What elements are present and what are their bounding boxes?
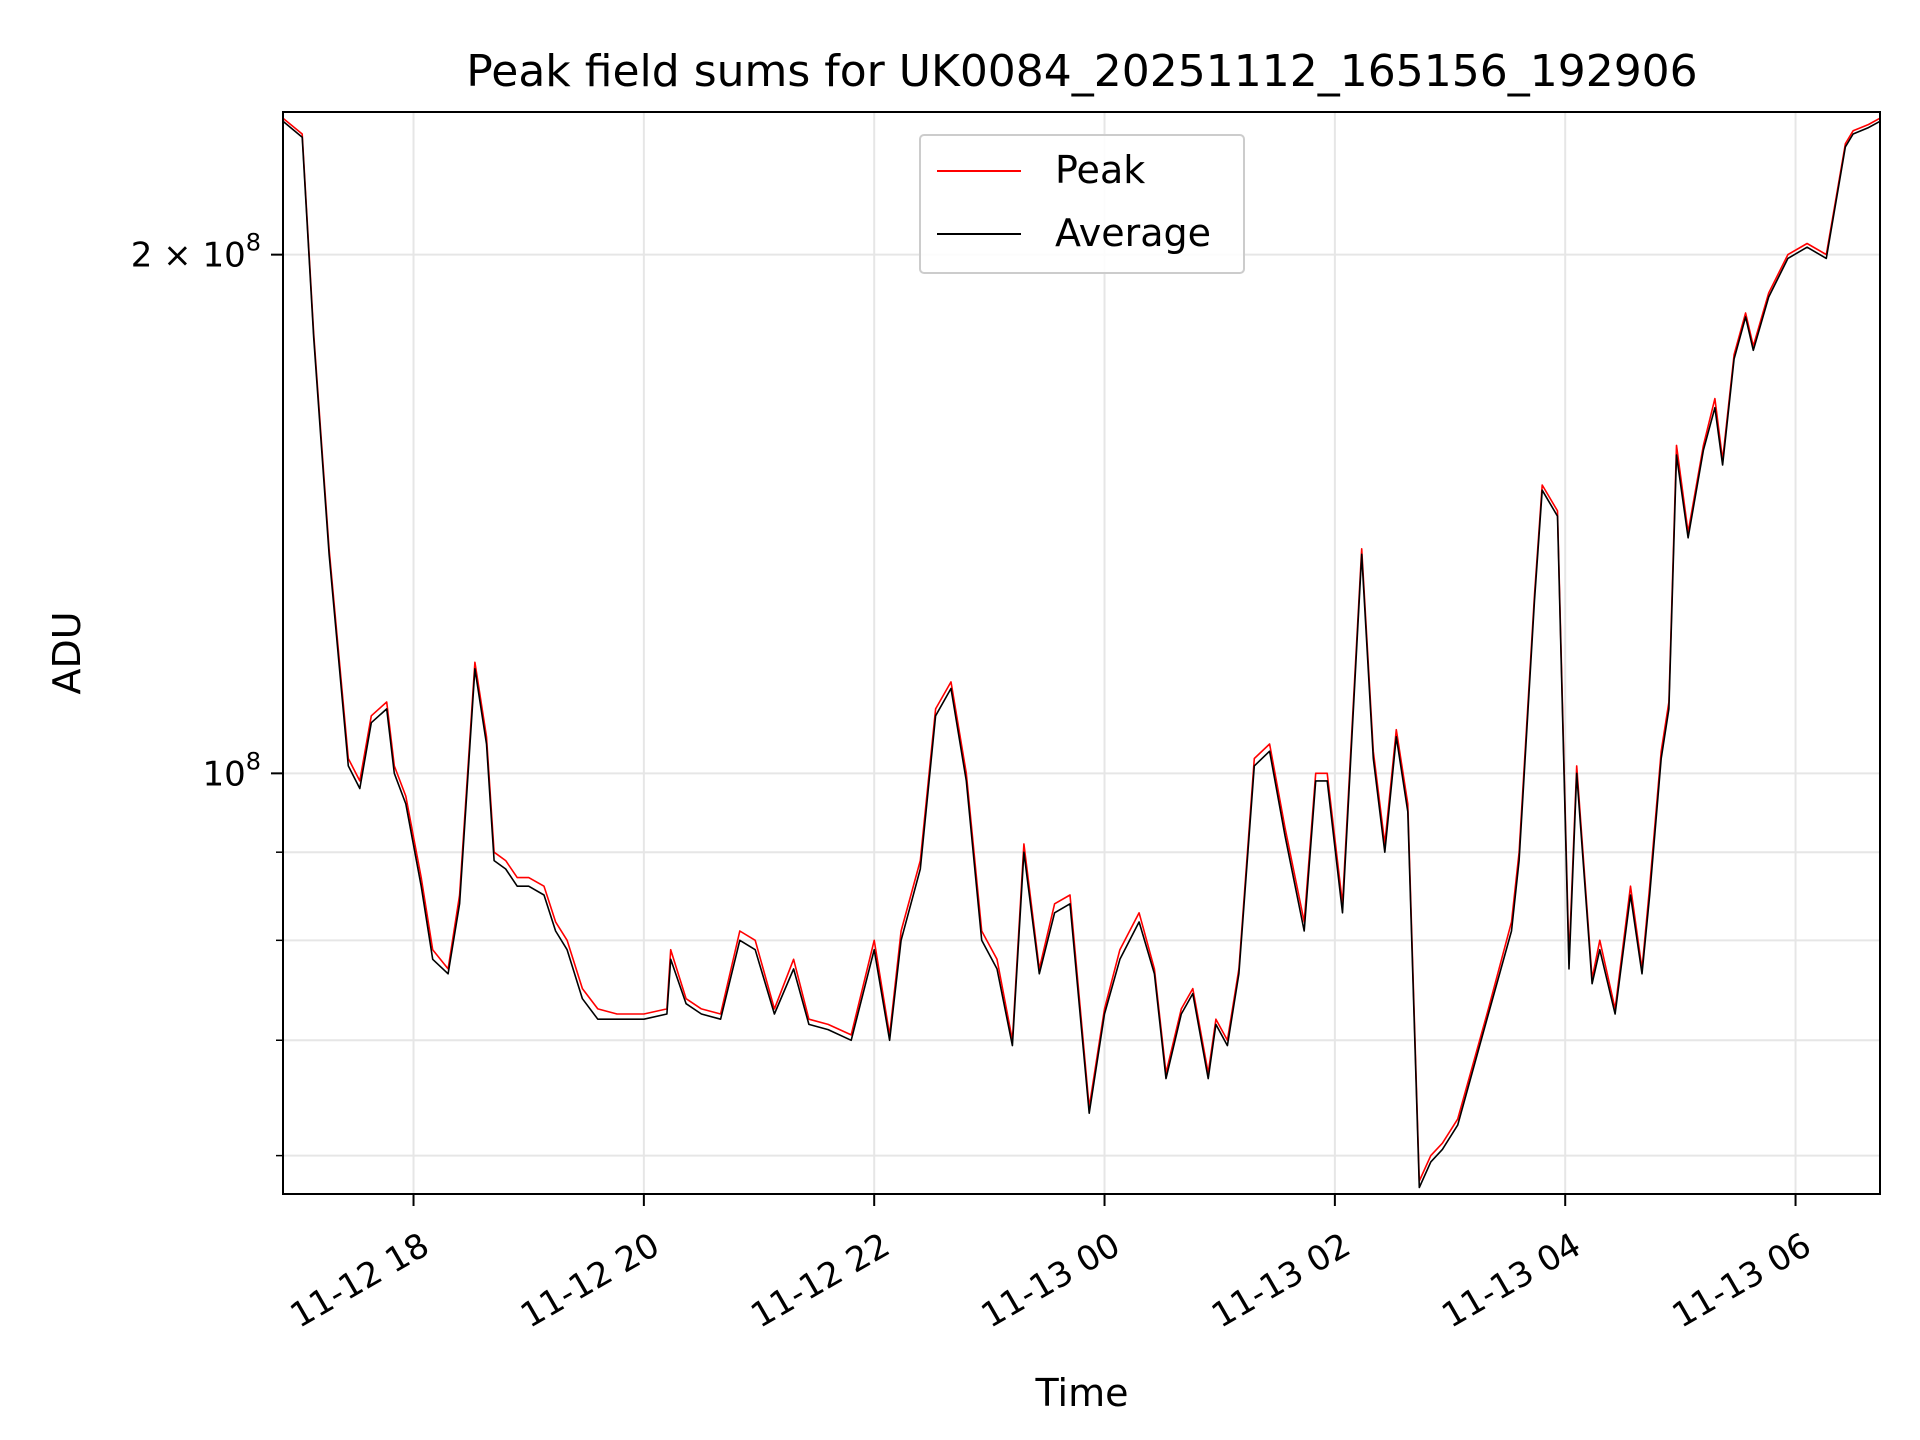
plot-lines [282, 117, 1881, 1189]
x-axis-label: Time [1035, 1371, 1129, 1415]
legend: Peak Average [919, 134, 1245, 274]
series-line-average [282, 120, 1881, 1189]
y-tick-label: 2 × 108 [131, 229, 261, 276]
legend-box [919, 134, 1245, 274]
y-tick-label: 108 [202, 747, 261, 794]
grid [283, 112, 1880, 1194]
legend-label-peak: Peak [1055, 148, 1145, 192]
y-axis: 2 × 108 108 [131, 229, 283, 1157]
legend-label-average: Average [1055, 211, 1211, 255]
chart-title: Peak field sums for UK0084_20251112_1651… [466, 46, 1697, 97]
y-axis-label: ADU [45, 611, 89, 694]
plot-frame [282, 111, 1881, 1195]
